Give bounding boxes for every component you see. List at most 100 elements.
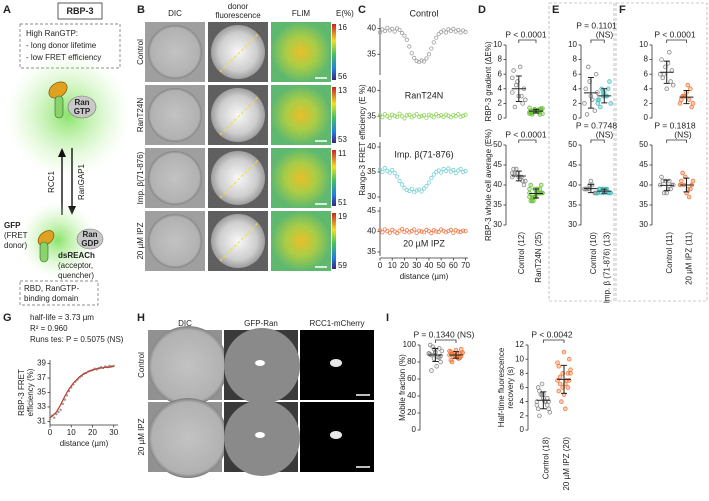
point <box>449 352 455 357</box>
point <box>566 356 572 362</box>
profile-line <box>219 33 259 73</box>
ran-gdp: GDP <box>81 239 99 248</box>
profile-line <box>219 159 259 199</box>
y-tick-label: 35 <box>493 200 502 209</box>
point <box>443 112 449 117</box>
point <box>523 97 528 102</box>
point <box>561 349 567 355</box>
point <box>414 230 419 235</box>
y-tick-label: 10 <box>493 40 502 49</box>
point <box>584 112 590 117</box>
y-axis-label: RBP-3 gradient (ΔE%) <box>484 41 493 121</box>
point <box>63 398 67 401</box>
y-tick-label: 4 <box>573 84 578 93</box>
point <box>439 348 445 354</box>
point <box>429 46 434 51</box>
point <box>523 178 528 184</box>
point <box>421 230 427 235</box>
series-label: RanT24N <box>405 90 444 100</box>
point <box>451 26 456 31</box>
mean-sd <box>529 108 543 114</box>
y-tick-label: 50 <box>493 140 502 149</box>
point <box>407 112 412 117</box>
point <box>668 79 673 84</box>
significance-bracket <box>666 139 687 143</box>
annotation: Runs tes: P = 0.5075 (NS) <box>30 335 124 344</box>
y-tick-label: 40 <box>407 391 416 400</box>
point <box>538 182 544 188</box>
point <box>661 71 667 77</box>
point <box>424 56 429 61</box>
point <box>429 368 434 373</box>
point <box>390 167 395 173</box>
dsreach-label: dsREACh <box>58 251 95 260</box>
point <box>519 93 524 99</box>
p-value: P = 0.1818 <box>654 120 695 130</box>
p-value: P < 0.0001 <box>505 129 546 139</box>
point <box>451 113 456 118</box>
row-label: Control <box>137 352 146 378</box>
point <box>57 410 60 414</box>
x-tick-label: 70 <box>461 261 470 270</box>
point <box>513 82 519 88</box>
point <box>404 37 409 42</box>
point <box>108 364 111 367</box>
mean-sd <box>583 184 598 194</box>
panel-letter: E <box>552 4 559 16</box>
p-value: P = 0.1340 (NS) <box>413 329 474 339</box>
point <box>448 28 453 34</box>
point <box>431 40 436 45</box>
point <box>458 114 463 119</box>
profile-line <box>219 96 259 136</box>
point <box>48 418 52 421</box>
point <box>448 358 454 363</box>
cell <box>224 328 300 404</box>
point <box>409 186 414 192</box>
point <box>424 115 429 120</box>
point <box>431 115 436 120</box>
ran-gtp: GTP <box>74 107 91 116</box>
point <box>555 360 560 365</box>
y-tick-label: 0 <box>520 425 525 434</box>
point <box>59 408 62 412</box>
y-tick-label: 12 <box>515 340 524 349</box>
point <box>690 101 696 106</box>
point <box>510 90 515 95</box>
y-tick-label: 20 <box>407 408 416 417</box>
x-tick-label: 10 <box>67 428 76 437</box>
texture <box>145 148 205 208</box>
point <box>659 174 664 180</box>
series-label: 20 µM IPZ <box>403 238 445 248</box>
category-label: Control (18) <box>541 437 550 480</box>
point <box>414 188 419 193</box>
point <box>685 82 691 88</box>
point <box>399 182 405 187</box>
point <box>458 30 463 35</box>
point <box>679 178 684 184</box>
significance-bracket <box>518 139 537 143</box>
point <box>390 112 395 117</box>
point <box>385 25 390 30</box>
point <box>443 168 449 174</box>
point <box>686 97 692 102</box>
point <box>419 114 424 119</box>
texture <box>271 211 331 271</box>
category-label: 20 µM IPZ (11) <box>685 232 694 285</box>
point <box>582 101 587 106</box>
state-line: - long donor lifetime <box>26 41 97 50</box>
panel-letter: D <box>478 4 486 16</box>
y-axis-label: RBP-3 whole cell average (E%) <box>484 129 493 241</box>
rbd-box <box>19 280 99 306</box>
p-value: P < 0.0001 <box>505 29 546 39</box>
mean-sd <box>529 188 543 199</box>
row-label: 20 µM IPZ <box>137 418 146 455</box>
point <box>421 186 427 191</box>
texture <box>148 330 222 400</box>
colorbar-label: 56 <box>338 72 347 81</box>
category-label: 20 µM IPZ (20) <box>562 437 571 491</box>
point <box>568 371 573 376</box>
ran-gtp: Ran <box>74 98 89 107</box>
point <box>559 399 564 404</box>
point <box>521 182 527 188</box>
texture <box>145 85 205 145</box>
